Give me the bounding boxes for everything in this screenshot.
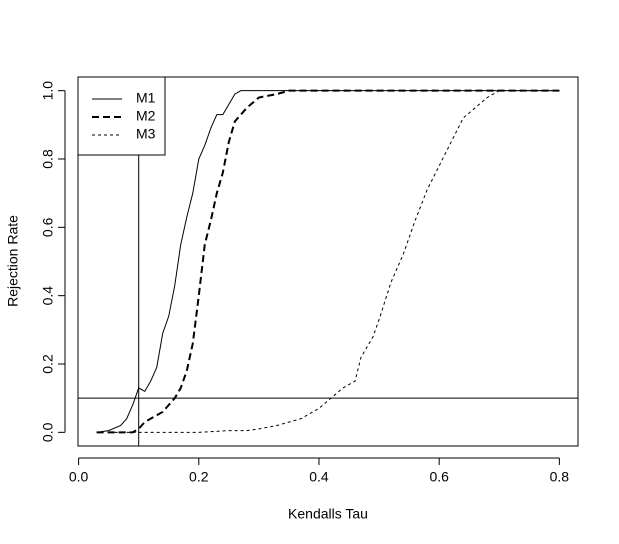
plot-frame [77, 76, 579, 447]
legend-label: M1 [136, 90, 156, 106]
y-tick-label: 0.2 [40, 354, 56, 374]
y-axis-label: Rejection Rate [5, 215, 21, 307]
y-tick-label: 0.6 [40, 217, 56, 237]
legend-label: M2 [136, 108, 156, 124]
x-tick-label: 0.8 [550, 469, 570, 485]
y-tick-label: 1.0 [40, 81, 56, 101]
legend-label: M3 [136, 126, 156, 142]
x-tick-label: 0.6 [429, 469, 449, 485]
y-tick-label: 0.0 [40, 422, 56, 442]
y-tick-label: 0.4 [40, 286, 56, 306]
series-line [96, 89, 560, 434]
x-tick-label: 0.2 [189, 469, 209, 485]
x-tick-label: 0.4 [309, 469, 329, 485]
x-axis-label: Kendalls Tau [288, 506, 368, 522]
series-line [96, 90, 560, 433]
series-line [108, 90, 560, 433]
x-tick-label: 0.0 [69, 469, 89, 485]
y-tick-label: 0.8 [40, 149, 56, 169]
